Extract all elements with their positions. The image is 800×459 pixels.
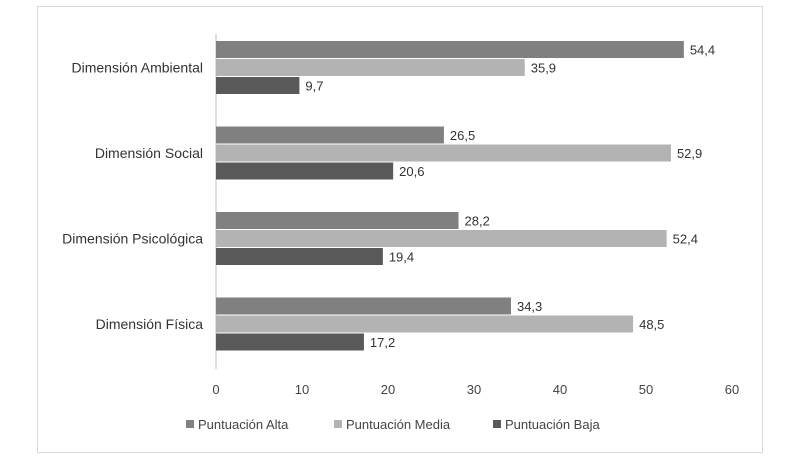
- bar-0-0: [216, 41, 684, 58]
- legend-label-1: Puntuación Media: [346, 417, 451, 432]
- category-label-2: Dimensión Psicológica: [62, 231, 203, 247]
- bar-2-2: [216, 248, 383, 265]
- data-label-0-0: 54,4: [690, 43, 715, 58]
- bar-0-2: [216, 212, 459, 229]
- bar-2-0: [216, 77, 300, 94]
- bar-2-1: [216, 162, 394, 180]
- legend-swatch-2: [493, 420, 501, 428]
- x-tick-label-6: 60: [725, 382, 739, 397]
- data-label-0-3: 34,3: [517, 299, 542, 314]
- bar-1-0: [216, 59, 525, 76]
- bar-1-2: [216, 230, 667, 247]
- data-label-0-2: 28,2: [465, 214, 490, 229]
- data-label-1-3: 48,5: [639, 317, 664, 332]
- bar-1-1: [216, 144, 671, 162]
- chart-frame: [37, 6, 763, 453]
- bar-0-1: [216, 126, 444, 144]
- x-tick-label-3: 30: [467, 382, 481, 397]
- data-label-1-1: 52,9: [677, 146, 702, 161]
- bar-1-3: [216, 315, 634, 333]
- legend-label-0: Puntuación Alta: [198, 417, 289, 432]
- category-label-1: Dimensión Social: [95, 145, 203, 161]
- data-label-2-0: 9,7: [305, 79, 323, 94]
- data-label-2-2: 19,4: [389, 250, 414, 265]
- legend-swatch-1: [334, 420, 342, 428]
- bar-2-3: [216, 333, 364, 351]
- data-label-0-1: 26,5: [450, 128, 475, 143]
- x-tick-label-5: 50: [639, 382, 653, 397]
- x-tick-label-2: 20: [381, 382, 395, 397]
- x-tick-label-1: 10: [295, 382, 309, 397]
- legend-label-2: Puntuación Baja: [505, 417, 600, 432]
- data-label-2-1: 20,6: [399, 164, 424, 179]
- category-label-0: Dimensión Ambiental: [71, 60, 203, 76]
- category-label-3: Dimensión Física: [96, 316, 204, 332]
- legend-swatch-0: [186, 420, 194, 428]
- x-tick-label-0: 0: [212, 382, 219, 397]
- bar-0-3: [216, 297, 511, 315]
- x-tick-label-4: 40: [553, 382, 567, 397]
- data-label-1-0: 35,9: [531, 61, 556, 76]
- data-label-2-3: 17,2: [370, 335, 395, 350]
- data-label-1-2: 52,4: [673, 232, 698, 247]
